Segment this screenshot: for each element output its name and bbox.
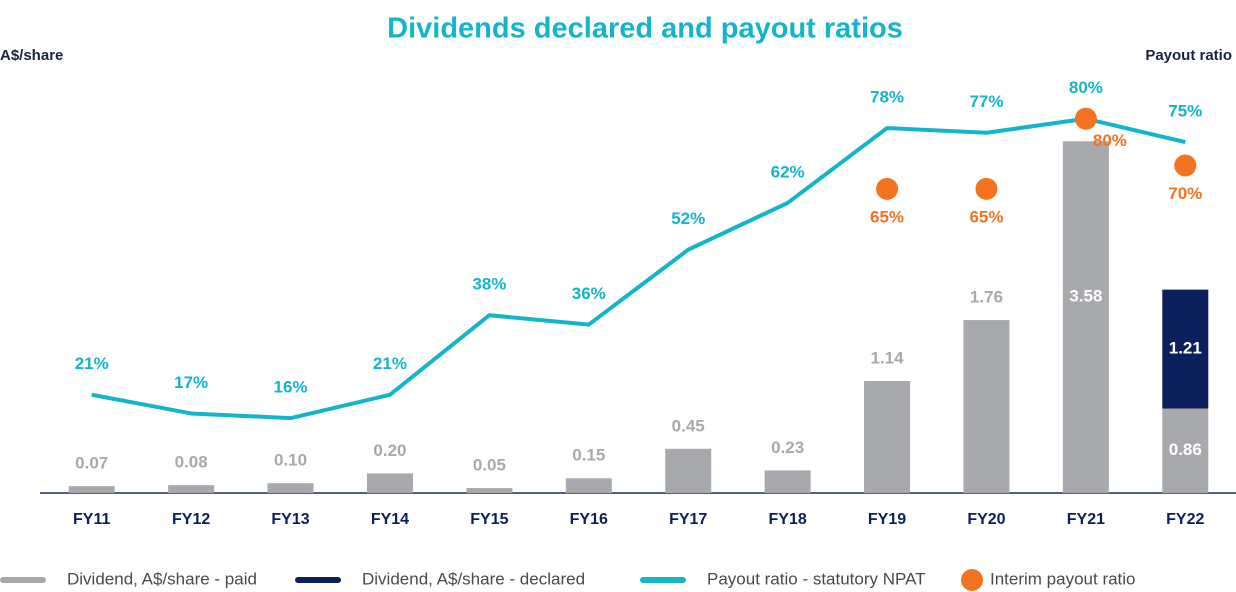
x-tick-label: FY20: [967, 511, 1005, 528]
bar: [665, 448, 712, 493]
legend-label: Payout ratio - statutory NPAT: [707, 569, 926, 588]
bar: [68, 486, 115, 493]
line-value-label: 80%: [1069, 78, 1103, 97]
legend-swatch: [961, 569, 983, 591]
y2-axis-label: Payout ratio: [1145, 47, 1232, 64]
bar: [764, 470, 811, 493]
payout-line: [91, 116, 1186, 421]
line-value-label: 17%: [174, 373, 208, 392]
point-value-label: 65%: [969, 207, 1003, 226]
bar-value-label: 0.15: [572, 446, 605, 465]
line-value-label: 62%: [771, 162, 805, 181]
bar: [963, 320, 1010, 493]
interim-point: [975, 177, 998, 200]
legend-label: Dividend, A$/share - paid: [67, 569, 257, 588]
bar-value-label: 0.20: [373, 441, 406, 460]
bar: [168, 485, 215, 493]
chart-title: Dividends declared and payout ratios: [387, 13, 903, 45]
bar-value-label: 0.07: [75, 454, 108, 473]
bar: [267, 483, 314, 493]
bar: [366, 473, 413, 493]
interim-point: [876, 177, 899, 200]
y-axis-label: A$/share: [0, 47, 63, 64]
x-tick-label: FY11: [73, 511, 110, 528]
x-tick-label: FY18: [769, 511, 807, 528]
line-value-label: 77%: [969, 92, 1003, 111]
bar-value-label: 0.45: [672, 416, 705, 435]
point-value-label: 80%: [1093, 131, 1127, 150]
bar-value-label: 0.23: [771, 438, 804, 457]
legend-label: Interim payout ratio: [990, 569, 1136, 588]
bar-value-label: 1.14: [870, 348, 904, 367]
bar: [1062, 141, 1109, 493]
x-tick-label: FY21: [1067, 511, 1105, 528]
x-tick-label: FY14: [371, 511, 409, 528]
bar-value-label: 1.21: [1169, 339, 1202, 358]
bar-value-label: 0.10: [274, 451, 307, 470]
bar-value-label: 3.58: [1069, 287, 1102, 306]
bar: [864, 380, 911, 493]
x-tick-label: FY12: [172, 511, 210, 528]
x-tick-label: FY22: [1166, 511, 1204, 528]
point-value-label: 65%: [870, 207, 904, 226]
legend-label: Dividend, A$/share - declared: [362, 569, 585, 588]
line-value-label: 36%: [572, 284, 606, 303]
bar: [1162, 289, 1209, 409]
x-tick-label: FY15: [470, 511, 508, 528]
x-tick-label: FY16: [570, 511, 608, 528]
point-value-label: 70%: [1168, 184, 1202, 203]
line-value-label: 78%: [870, 88, 904, 107]
x-tick-label: FY17: [669, 511, 707, 528]
line-value-label: 16%: [274, 378, 308, 397]
bar-value-label: 0.08: [175, 453, 208, 472]
line-value-label: 21%: [373, 354, 407, 373]
bar: [466, 488, 513, 493]
bar: [565, 478, 612, 493]
interim-point: [1174, 154, 1197, 177]
x-tick-label: FY19: [868, 511, 906, 528]
line-value-label: 38%: [472, 275, 506, 294]
bar-value-label: 0.86: [1169, 440, 1202, 459]
bar-value-label: 1.76: [970, 288, 1003, 307]
bar-value-label: 0.05: [473, 456, 506, 475]
line-value-label: 75%: [1168, 102, 1202, 121]
interim-point: [1074, 107, 1097, 130]
x-tick-label: FY13: [271, 511, 309, 528]
line-value-label: 52%: [671, 209, 705, 228]
bar: [1162, 408, 1209, 493]
line-value-label: 21%: [75, 354, 109, 373]
